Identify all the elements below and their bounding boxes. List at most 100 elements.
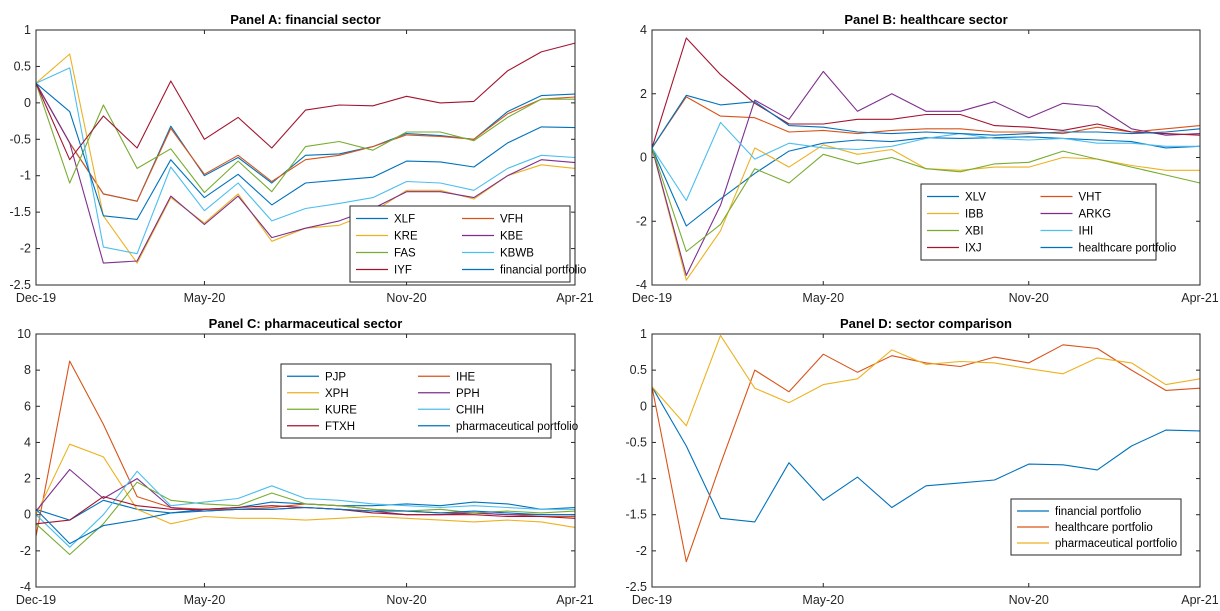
panel-d-legend: financial portfolio healthcare portfolio p… bbox=[1010, 498, 1182, 556]
panel-d-y-tick-label: -2 bbox=[636, 544, 647, 558]
panel-a-legend: XLF VFH KRE KBE FAS KBWB IYF financial portfoli… bbox=[349, 205, 586, 283]
panel-a-x-axis: Dec-19 May-20 Nov-20 Apr-21 bbox=[16, 30, 594, 305]
panel-a-legend-label: KRE bbox=[394, 231, 418, 243]
panel-d-series-line-financial-portfolio bbox=[651, 386, 1201, 523]
panel-c-y-tick-label: 10 bbox=[17, 327, 31, 341]
panel-a-x-tick-label: May-20 bbox=[184, 291, 226, 305]
panel-a-y-tick-label: -0.5 bbox=[9, 132, 31, 146]
panel-d: Panel D: sector comparison -2.5 -2 -1.5 -1 -0… bbox=[625, 316, 1218, 607]
panel-a-y-tick-label: -1.5 bbox=[9, 205, 31, 219]
panel-c-legend-label: CHIH bbox=[456, 404, 484, 416]
panel-d-y-tick-label: 1 bbox=[640, 327, 647, 341]
panel-a-legend-label: financial portfolio bbox=[500, 265, 586, 277]
panel-a-y-tick-label: -2.5 bbox=[9, 278, 31, 292]
panel-a-series-line-kbwb bbox=[35, 67, 576, 255]
panel-b-legend-label: VHT bbox=[1079, 192, 1102, 204]
panel-b-y-tick-label: 4 bbox=[640, 23, 647, 37]
panel-a-legend-label: IYF bbox=[394, 265, 412, 277]
panel-a-series bbox=[35, 42, 576, 264]
panel-a-y-tick-label: -1 bbox=[20, 169, 31, 183]
panel-c-y-tick-label: 2 bbox=[24, 472, 31, 486]
panel-d-x-tick-label: May-20 bbox=[802, 593, 844, 607]
panel-d-series-line-pharmaceutical-portfolio bbox=[651, 334, 1201, 427]
panel-b-series-line-ihi bbox=[651, 121, 1200, 202]
panel-d-x-tick-label: Dec-19 bbox=[632, 593, 672, 607]
panel-a-legend-label: KBE bbox=[500, 231, 523, 243]
panel-b-series bbox=[651, 37, 1201, 281]
panel-b-series-line-vht bbox=[651, 96, 1201, 149]
panel-c-legend-label: pharmaceutical portfolio bbox=[456, 421, 578, 433]
panel-b-legend-label: IBB bbox=[965, 209, 984, 221]
panel-b-legend-label: XLV bbox=[965, 192, 986, 204]
panel-b: Panel B: healthcare sector -4 -2 0 2 4 Dec-19 M… bbox=[632, 12, 1219, 305]
panel-d-legend-label: pharmaceutical portfolio bbox=[1055, 538, 1177, 550]
panel-a-series-line-fas bbox=[35, 83, 575, 194]
panel-a-series-line-iyf bbox=[35, 42, 576, 161]
panel-c-axes-box bbox=[35, 333, 576, 588]
panel-b-legend-label: IXJ bbox=[965, 243, 982, 255]
panel-b-y-tick-label: 2 bbox=[640, 87, 647, 101]
panel-c-series-line-xph bbox=[35, 443, 576, 528]
panel-a-y-tick-label: 1 bbox=[24, 23, 31, 37]
panel-b-series-line-xbi bbox=[651, 147, 1201, 253]
panel-d-y-tick-label: -1.5 bbox=[625, 508, 647, 522]
panel-c-legend-label: FTXH bbox=[325, 421, 355, 433]
panel-a-series-line-kbe bbox=[35, 82, 576, 264]
panel-a-series-line-vfh bbox=[35, 82, 576, 202]
panel-a-legend-label: FAS bbox=[394, 248, 416, 260]
panel-c-x-tick-label: Apr-21 bbox=[556, 593, 594, 607]
panel-b-series-line-healthcare-portfolio bbox=[651, 94, 1201, 149]
panel-c-series-line-kure bbox=[35, 481, 576, 556]
panel-a-legend-label: VFH bbox=[500, 214, 523, 226]
panel-c: Panel C: pharmaceutical sector -4 -2 0 2 4 6 8 1… bbox=[16, 316, 594, 607]
panel-c-x-tick-label: Dec-19 bbox=[16, 593, 56, 607]
panel-a-x-tick-label: Apr-21 bbox=[556, 291, 594, 305]
panel-c-title: Panel C: pharmaceutical sector bbox=[209, 316, 403, 331]
panel-a-y-tick-label: 0.5 bbox=[14, 59, 31, 73]
panel-c-y-tick-label: 8 bbox=[24, 363, 31, 377]
panel-d-y-tick-label: -1 bbox=[636, 472, 647, 486]
panel-b-legend-label: ARKG bbox=[1079, 209, 1112, 221]
panel-d-title: Panel D: sector comparison bbox=[840, 316, 1012, 331]
panel-b-legend-label: XBI bbox=[965, 226, 984, 238]
panel-a: Panel A: financial sector -2.5 -2 -1.5 -1 -0.… bbox=[9, 12, 593, 305]
panel-c-series-line-pharmaceutical-portfolio bbox=[35, 506, 575, 545]
panel-a-x-tick-label: Dec-19 bbox=[16, 291, 56, 305]
panel-a-legend-label: KBWB bbox=[500, 248, 534, 260]
panel-d-x-axis: Dec-19 May-20 Nov-20 Apr-21 bbox=[632, 334, 1219, 607]
panel-d-series bbox=[651, 334, 1201, 563]
panel-c-legend-box bbox=[280, 363, 552, 439]
panel-a-title: Panel A: financial sector bbox=[230, 12, 381, 27]
panel-d-y-tick-label: 0.5 bbox=[630, 363, 647, 377]
panel-a-legend-label: XLF bbox=[394, 214, 415, 226]
panel-b-title: Panel B: healthcare sector bbox=[844, 12, 1007, 27]
panel-b-series-line-arkg bbox=[651, 70, 1201, 276]
panel-c-legend-label: IHE bbox=[456, 371, 476, 383]
panel-b-legend: XLV VHT IBB ARKG XBI IHI IXJ healthcare portfol… bbox=[920, 183, 1177, 261]
panel-c-legend-label: XPH bbox=[325, 388, 349, 400]
panel-a-y-tick-label: -2 bbox=[20, 242, 31, 256]
panel-d-y-tick-label: -2.5 bbox=[625, 580, 647, 594]
panel-a-x-tick-label: Nov-20 bbox=[386, 291, 426, 305]
panel-c-legend-label: PPH bbox=[456, 388, 480, 400]
panel-b-series-line-ixj bbox=[651, 37, 1201, 149]
panel-a-y-axis: -2.5 -2 -1.5 -1 -0.5 0 0.5 1 bbox=[9, 23, 575, 292]
panel-c-y-tick-label: -2 bbox=[20, 544, 31, 558]
panel-b-legend-label: healthcare portfolio bbox=[1079, 243, 1177, 255]
panel-c-series-line-chih bbox=[35, 470, 575, 548]
panel-c-y-tick-label: 6 bbox=[24, 399, 31, 413]
panel-c-series bbox=[35, 360, 576, 556]
panel-d-y-tick-label: 0 bbox=[640, 399, 647, 413]
panel-b-axes-box bbox=[651, 29, 1201, 286]
panel-b-x-axis: Dec-19 May-20 Nov-20 Apr-21 bbox=[632, 30, 1219, 305]
panel-b-x-tick-label: Dec-19 bbox=[632, 291, 672, 305]
panel-b-y-tick-label: -2 bbox=[636, 214, 647, 228]
panel-a-series-line-financial-portfolio bbox=[35, 82, 576, 220]
panel-c-y-tick-label: 4 bbox=[24, 435, 31, 449]
panel-c-y-tick-label: -4 bbox=[20, 580, 31, 594]
panel-b-x-tick-label: May-20 bbox=[802, 291, 844, 305]
panel-b-legend-box bbox=[920, 183, 1157, 261]
panel-d-series-line-healthcare-portfolio bbox=[651, 344, 1201, 563]
panel-b-y-tick-label: 0 bbox=[640, 151, 647, 165]
